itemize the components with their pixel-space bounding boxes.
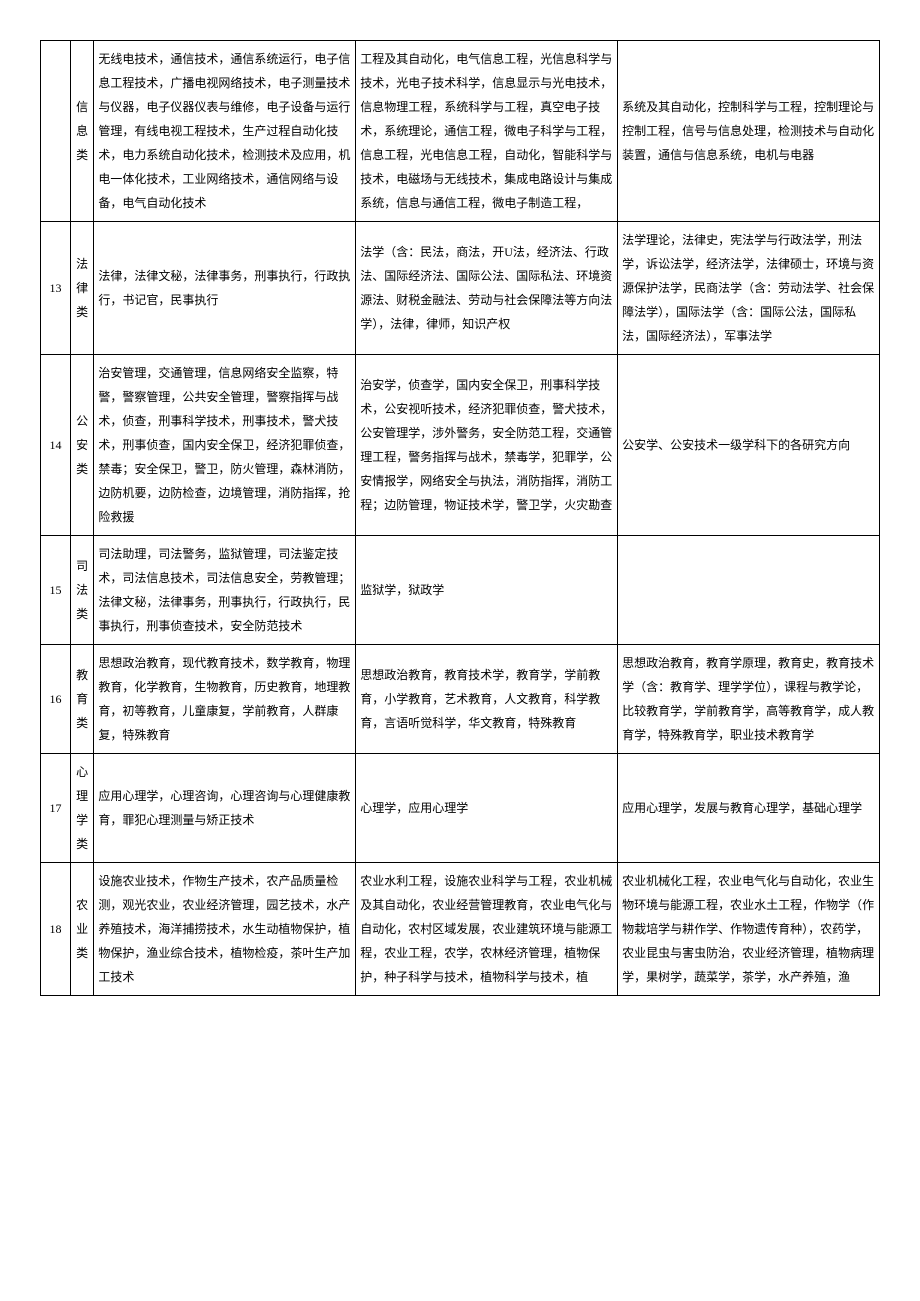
col-benke: 工程及其自动化，电气信息工程，光信息科学与技术，光电子技术科学，信息显示与光电技… <box>356 41 618 222</box>
col-yanjiusheng: 系统及其自动化，控制科学与工程，控制理论与控制工程，信号与信息处理，检测技术与自… <box>618 41 880 222</box>
category-cell: 农业类 <box>70 863 94 996</box>
row-number: 14 <box>41 355 71 536</box>
table-row: 18 农业类设施农业技术，作物生产技术，农产品质量检测，观光农业，农业经济管理，园… <box>41 863 880 996</box>
col-zhuanke: 治安管理，交通管理，信息网络安全监察，特警，警察管理，公共安全管理，警察指挥与战… <box>94 355 356 536</box>
col-zhuanke: 思想政治教育，现代教育技术，数学教育，物理教育，化学教育，生物教育，历史教育，地… <box>94 645 356 754</box>
col-yanjiusheng: 思想政治教育，教育学原理，教育史，教育技术学（含：教育学、理学学位），课程与教学… <box>618 645 880 754</box>
col-benke: 思想政治教育，教育技术学，教育学，学前教育，小学教育，艺术教育，人文教育，科学教… <box>356 645 618 754</box>
category-label: 公安类 <box>76 414 88 476</box>
col-zhuanke: 应用心理学，心理咨询，心理咨询与心理健康教育，罪犯心理测量与矫正技术 <box>94 754 356 863</box>
table-row: 14 公安类治安管理，交通管理，信息网络安全监察，特警，警察管理，公共安全管理，警… <box>41 355 880 536</box>
row-number <box>41 41 71 222</box>
category-cell: 司法类 <box>70 536 94 645</box>
table-row: 15 司法类司法助理，司法警务，监狱管理，司法鉴定技术，司法信息技术，司法信息安全… <box>41 536 880 645</box>
col-zhuanke: 法律，法律文秘，法律事务，刑事执行，行政执行，书记官，民事执行 <box>94 222 356 355</box>
col-zhuanke: 无线电技术，通信技术，通信系统运行，电子信息工程技术，广播电视网络技术，电子测量… <box>94 41 356 222</box>
category-label: 教育类 <box>76 668 88 730</box>
col-zhuanke: 设施农业技术，作物生产技术，农产品质量检测，观光农业，农业经济管理，园艺技术，水… <box>94 863 356 996</box>
col-yanjiusheng: 应用心理学，发展与教育心理学，基础心理学 <box>618 754 880 863</box>
category-cell: 心理学类 <box>70 754 94 863</box>
category-cell: 信息类 <box>70 41 94 222</box>
col-benke: 治安学，侦查学，国内安全保卫，刑事科学技术，公安视听技术，经济犯罪侦查，警犬技术… <box>356 355 618 536</box>
category-cell: 教育类 <box>70 645 94 754</box>
category-label: 法律类 <box>76 257 88 319</box>
col-benke: 监狱学，狱政学 <box>356 536 618 645</box>
row-number: 15 <box>41 536 71 645</box>
category-cell: 法律类 <box>70 222 94 355</box>
col-benke: 心理学，应用心理学 <box>356 754 618 863</box>
category-label: 司法类 <box>76 559 88 621</box>
table-row: 17 心理学类应用心理学，心理咨询，心理咨询与心理健康教育，罪犯心理测量与矫正技术… <box>41 754 880 863</box>
category-cell: 公安类 <box>70 355 94 536</box>
majors-table: 信息类无线电技术，通信技术，通信系统运行，电子信息工程技术，广播电视网络技术，电… <box>40 40 880 996</box>
table-row: 16 教育类思想政治教育，现代教育技术，数学教育，物理教育，化学教育，生物教育，历… <box>41 645 880 754</box>
category-label: 信息类 <box>76 100 88 162</box>
col-yanjiusheng: 公安学、公安技术一级学科下的各研究方向 <box>618 355 880 536</box>
category-label: 农业类 <box>76 898 88 960</box>
category-label: 心理学类 <box>76 765 88 851</box>
col-zhuanke: 司法助理，司法警务，监狱管理，司法鉴定技术，司法信息技术，司法信息安全，劳教管理… <box>94 536 356 645</box>
row-number: 16 <box>41 645 71 754</box>
col-yanjiusheng <box>618 536 880 645</box>
col-yanjiusheng: 农业机械化工程，农业电气化与自动化，农业生物环境与能源工程，农业水土工程，作物学… <box>618 863 880 996</box>
table-row: 13 法律类法律，法律文秘，法律事务，刑事执行，行政执行，书记官，民事执行法学（含… <box>41 222 880 355</box>
row-number: 13 <box>41 222 71 355</box>
table-row: 信息类无线电技术，通信技术，通信系统运行，电子信息工程技术，广播电视网络技术，电… <box>41 41 880 222</box>
col-benke: 农业水利工程，设施农业科学与工程，农业机械及其自动化，农业经营管理教育，农业电气… <box>356 863 618 996</box>
row-number: 17 <box>41 754 71 863</box>
col-benke: 法学（含：民法，商法，开U法，经济法、行政法、国际经济法、国际公法、国际私法、环… <box>356 222 618 355</box>
row-number: 18 <box>41 863 71 996</box>
col-yanjiusheng: 法学理论，法律史，宪法学与行政法学，刑法学，诉讼法学，经济法学，法律硕士，环境与… <box>618 222 880 355</box>
